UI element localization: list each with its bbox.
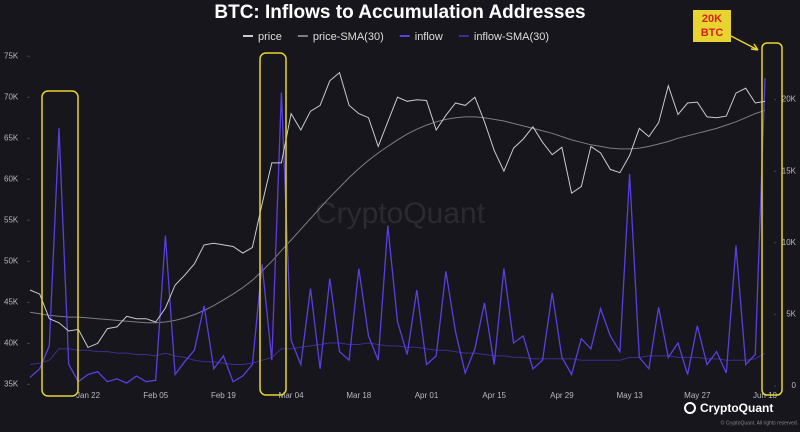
y-tick-label: 55K bbox=[4, 215, 19, 224]
copyright: © CryptoQuant. All rights reserved. bbox=[721, 419, 798, 426]
legend-label: inflow-SMA(30) bbox=[474, 31, 549, 43]
y2-tick-label: 0 bbox=[792, 381, 797, 390]
annotation: BTC bbox=[701, 27, 724, 39]
chart-title: BTC: Inflows to Accumulation Addresses bbox=[214, 2, 585, 23]
y2-tick-label: 20K bbox=[782, 95, 797, 104]
legend-label: price bbox=[258, 31, 282, 43]
x-tick-label: May 13 bbox=[616, 391, 643, 400]
watermark: CryptoQuant bbox=[315, 197, 486, 230]
x-tick-label: Feb 19 bbox=[211, 391, 236, 400]
y2-tick-label: 5K bbox=[786, 309, 796, 318]
series-line bbox=[29, 78, 766, 384]
x-tick-label: Apr 29 bbox=[550, 391, 574, 400]
x-tick-label: May 27 bbox=[684, 391, 711, 400]
x-tick-label: Jan 22 bbox=[76, 391, 101, 400]
x-tick-label: Jun 10 bbox=[753, 391, 778, 400]
y2-tick-label: 15K bbox=[782, 166, 797, 175]
x-tick-label: Apr 15 bbox=[482, 391, 506, 400]
y-tick-label: 70K bbox=[4, 92, 19, 101]
highlight-box bbox=[761, 42, 783, 396]
y-tick-label: 35K bbox=[4, 379, 19, 388]
y-tick-label: 75K bbox=[4, 51, 19, 60]
y-tick-label: 65K bbox=[4, 133, 19, 142]
series-line bbox=[29, 342, 766, 365]
x-tick-label: Feb 05 bbox=[143, 391, 168, 400]
x-tick-label: Mar 04 bbox=[279, 391, 304, 400]
highlight-box bbox=[259, 52, 287, 396]
y2-tick-label: 10K bbox=[782, 238, 797, 247]
series-line bbox=[29, 71, 766, 349]
plot: 35K 40K 45K 50K 55K 60K 65K 70K 75K 0 5K 10K 15K 20K J… bbox=[4, 51, 797, 400]
y-tick-label: 45K bbox=[4, 297, 19, 306]
legend-label: price-SMA(30) bbox=[313, 31, 384, 43]
y-tick-label: 40K bbox=[4, 338, 19, 347]
y-tick-label: 50K bbox=[4, 256, 19, 265]
series-line bbox=[29, 109, 766, 324]
source: CryptoQuant bbox=[700, 401, 773, 415]
x-tick-label: Apr 01 bbox=[415, 391, 439, 400]
annotation: 20K bbox=[702, 13, 722, 25]
x-tick-label: Mar 18 bbox=[346, 391, 371, 400]
legend: price price-SMA(30) inflow inflow-SMA(30) bbox=[243, 31, 549, 43]
highlight-box bbox=[41, 90, 79, 397]
annotation-arrow bbox=[730, 35, 759, 51]
logo bbox=[684, 402, 696, 414]
annotation-box bbox=[693, 10, 731, 42]
y-tick-label: 60K bbox=[4, 174, 19, 183]
legend-label: inflow bbox=[415, 31, 443, 43]
